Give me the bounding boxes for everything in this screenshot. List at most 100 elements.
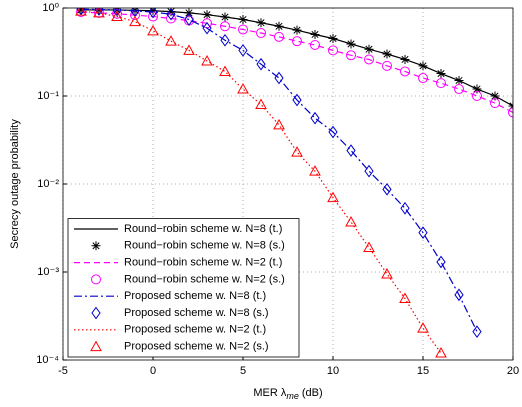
marker [148, 8, 158, 19]
marker [238, 44, 248, 57]
marker [273, 118, 285, 130]
marker [382, 182, 392, 196]
legend-label: Proposed scheme w. N=2 (s.) [124, 341, 269, 353]
marker [291, 146, 303, 157]
marker [255, 98, 267, 110]
marker [292, 93, 302, 107]
marker [256, 18, 266, 28]
marker [363, 241, 375, 252]
marker [454, 84, 464, 95]
series-line [80, 8, 478, 332]
marker [202, 10, 212, 20]
marker [94, 8, 104, 16]
marker [309, 165, 321, 176]
marker [238, 24, 248, 35]
marker [364, 44, 374, 54]
marker [76, 8, 86, 15]
marker [328, 125, 338, 139]
y-tick-label: 10⁻¹ [37, 90, 59, 102]
marker [490, 91, 500, 101]
legend-marker [91, 241, 101, 251]
marker [184, 13, 194, 26]
marker [436, 255, 446, 269]
marker [220, 33, 230, 47]
x-tick-label: 15 [417, 365, 429, 377]
marker [472, 325, 482, 338]
axes: -5 0 5 10 15 20 10⁻⁴ 10⁻³ 10⁻² 10⁻¹ 10⁰ [36, 2, 519, 377]
x-tick-label: -5 [58, 365, 68, 377]
marker [183, 44, 195, 55]
legend-marker [91, 306, 101, 320]
marker [220, 12, 230, 22]
marker [75, 8, 87, 16]
marker [418, 73, 428, 84]
x-tick-label: 20 [507, 365, 519, 377]
legend-label: Proposed scheme w. N=8 (s.) [124, 307, 269, 319]
marker [328, 34, 338, 44]
marker [202, 21, 212, 35]
legend-marker [91, 274, 101, 285]
marker [274, 21, 284, 31]
legend-box [67, 218, 300, 358]
marker [382, 60, 392, 71]
marker [166, 8, 176, 17]
marker [238, 15, 248, 25]
x-label-sub: me [286, 391, 299, 401]
x-label-main: MER λ [253, 387, 287, 399]
marker [436, 69, 446, 79]
marker [147, 24, 159, 36]
marker [418, 226, 428, 240]
marker [310, 111, 320, 125]
marker [201, 54, 213, 66]
marker [418, 61, 428, 71]
legend: Round−robin scheme w. N=8 (t.) Round−robi… [67, 218, 300, 358]
marker [400, 66, 410, 77]
marker [345, 215, 357, 227]
legend-label: Round−robin scheme w. N=2 (t.) [124, 257, 282, 269]
x-tick-label: 10 [327, 365, 339, 377]
marker [346, 39, 356, 49]
marker [274, 31, 284, 42]
x-tick-label: 0 [150, 365, 156, 377]
marker [184, 8, 194, 18]
legend-label: Round−robin scheme w. N=2 (s.) [124, 273, 285, 285]
marker [219, 65, 231, 76]
marker [111, 10, 123, 22]
marker [346, 50, 356, 61]
marker [346, 144, 356, 157]
marker [220, 21, 230, 32]
marker [292, 36, 302, 47]
marker [274, 71, 284, 85]
marker [328, 45, 338, 56]
marker [435, 347, 447, 358]
x-tick-label: 5 [240, 365, 246, 377]
marker [399, 292, 411, 303]
marker [129, 15, 141, 27]
marker [436, 78, 446, 89]
marker [148, 11, 158, 22]
marker [237, 83, 249, 94]
marker [382, 49, 392, 59]
marker [310, 29, 320, 39]
marker [112, 8, 122, 19]
marker [454, 288, 464, 302]
marker [472, 84, 482, 94]
marker [417, 322, 429, 333]
legend-label: Round−robin scheme w. N=8 (t.) [124, 223, 282, 235]
y-tick-label: 10⁰ [42, 2, 59, 14]
marker [364, 54, 374, 65]
marker [76, 8, 86, 16]
marker [148, 8, 158, 16]
marker [93, 8, 105, 18]
legend-marker [90, 340, 102, 352]
marker [166, 13, 176, 24]
marker [256, 57, 266, 71]
marker [310, 39, 320, 50]
y-axis-label: Secrecy outage probability [9, 119, 21, 249]
y-tick-label: 10⁻² [37, 178, 59, 190]
marker [256, 27, 266, 38]
marker [165, 35, 177, 46]
legend-label: Round−robin scheme w. N=8 (s.) [124, 240, 285, 252]
x-axis-label: MER λme (dB) [253, 387, 322, 401]
